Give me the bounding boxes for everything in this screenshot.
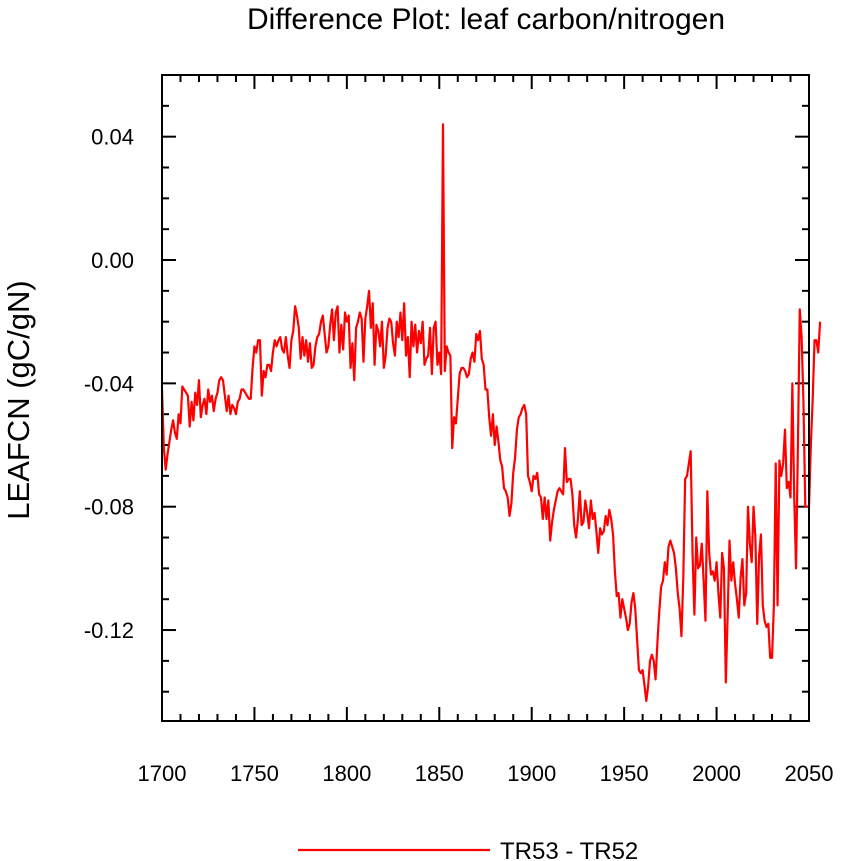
axis-ticks bbox=[161, 74, 810, 721]
chart-title: Difference Plot: leaf carbon/nitrogen bbox=[247, 3, 725, 36]
y-tick-label: 0.00 bbox=[91, 248, 134, 273]
legend: TR53 - TR52 bbox=[298, 838, 638, 861]
x-tick-label: 1800 bbox=[322, 761, 371, 786]
x-tick-label: 2000 bbox=[692, 761, 741, 786]
y-axis-label: LEAFCN (gC/gN) bbox=[1, 280, 36, 519]
x-tick-label: 2050 bbox=[785, 761, 834, 786]
x-tick-label: 1750 bbox=[230, 761, 279, 786]
legend-label: TR53 - TR52 bbox=[500, 838, 638, 861]
y-tick-label: -0.12 bbox=[84, 618, 134, 643]
y-tick-label: 0.04 bbox=[91, 125, 134, 150]
x-tick-label: 1900 bbox=[507, 761, 556, 786]
x-tick-label: 1700 bbox=[138, 761, 187, 786]
axis-tick-labels: 1700 1750 1800 1850 1900 1950 2000 2050 0.04 0.00… bbox=[84, 125, 834, 786]
x-tick-label: 1850 bbox=[415, 761, 464, 786]
x-tick-label: 1950 bbox=[600, 761, 649, 786]
y-tick-label: -0.08 bbox=[84, 495, 134, 520]
series-line-tr53-tr52 bbox=[160, 123, 822, 703]
plot-frame bbox=[161, 74, 810, 722]
y-tick-label: -0.04 bbox=[84, 371, 134, 396]
